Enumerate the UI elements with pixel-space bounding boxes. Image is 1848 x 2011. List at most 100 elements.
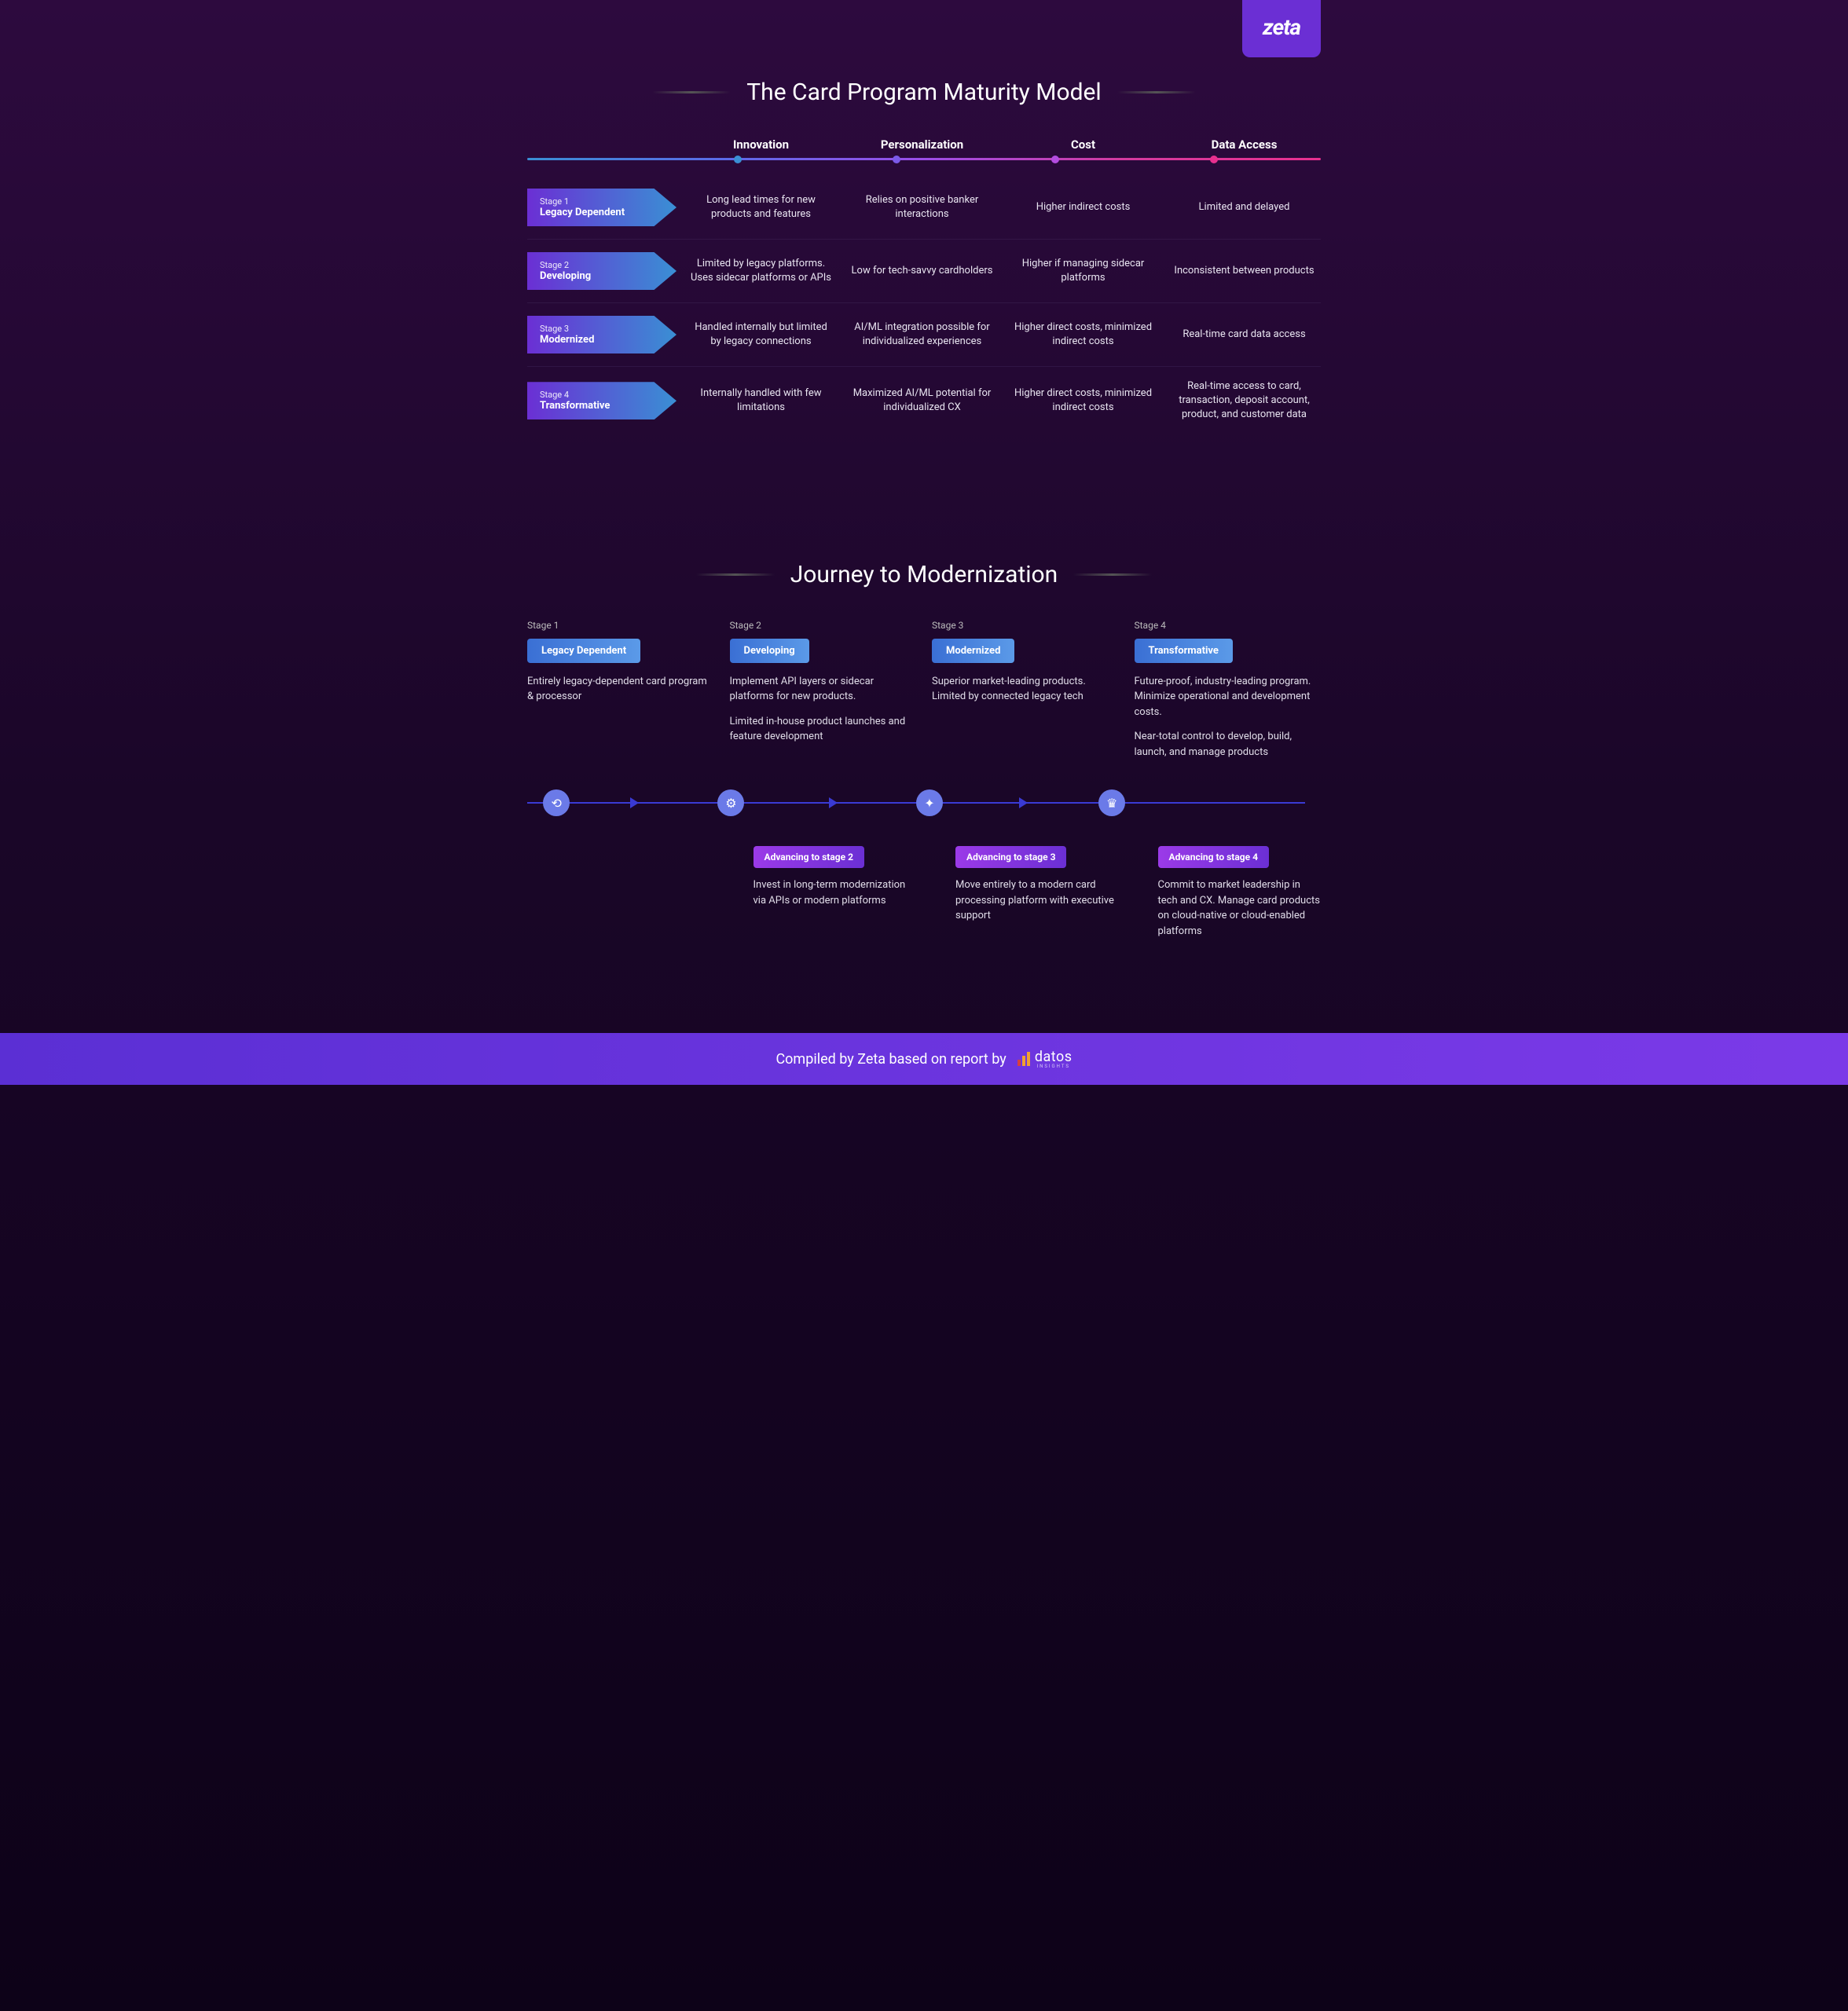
column-dot [1051,156,1059,163]
advancing-desc: Invest in long-term modernization via AP… [754,877,917,908]
journey-title-row: Journey to Modernization [527,482,1321,588]
stage-row: Stage 1Legacy Dependent Long lead times f… [527,176,1321,240]
footer: Compiled by Zeta based on report by dato… [0,1033,1848,1085]
table-cell: Maximized AI/ML potential for individual… [845,386,999,415]
timeline-stage-icon: ⟲ [543,789,570,816]
stage-num: Stage 1 [540,196,664,207]
journey-column: Stage 3 Modernized Superior market-leadi… [932,620,1119,770]
journey-pill: Transformative [1135,639,1233,663]
table-cell: Limited and delayed [1168,200,1321,214]
timeline-arrow-icon [829,797,838,808]
journey-title: Journey to Modernization [790,561,1058,588]
table-cell: Relies on positive banker interactions [845,193,999,222]
journey-column: Stage 2 Developing Implement API layers … [730,620,917,770]
stage-badge: Stage 1Legacy Dependent [527,189,676,226]
stage-num: Stage 2 [540,260,664,270]
advancing-desc: Commit to market leadership in tech and … [1158,877,1322,939]
journey-desc: Future-proof, industry-leading program. … [1135,674,1322,770]
attribution-logo: datos INSIGHTS [1018,1049,1072,1069]
journey-desc-para: Future-proof, industry-leading program. … [1135,674,1322,720]
advancing-column: Advancing to stage 3 Move entirely to a … [932,846,1119,939]
stage-title: Transformative [540,400,664,412]
table-cell: Limited by legacy platforms. Uses sideca… [684,257,838,285]
timeline-stage-icon: ✦ [916,789,943,816]
journey-pill: Legacy Dependent [527,639,640,663]
journey-stage-num: Stage 3 [932,620,1119,631]
maturity-table: Innovation Personalization Cost Data Acc… [527,137,1321,435]
table-cell: Low for tech-savvy cardholders [845,264,999,278]
maturity-title-row: The Card Program Maturity Model [527,0,1321,106]
table-cell: Long lead times for new products and fea… [684,193,838,222]
column-dot [734,156,742,163]
journey-columns: Stage 1 Legacy Dependent Entirely legacy… [527,620,1321,770]
stage-row: Stage 4Transformative Internally handled … [527,367,1321,435]
gradient-divider [527,158,1321,160]
journey-desc: Superior market-leading products. Limite… [932,674,1119,753]
journey-stage-num: Stage 4 [1135,620,1322,631]
table-cell: Higher indirect costs [1006,200,1160,214]
timeline-stage-icon: ♛ [1098,789,1125,816]
stage-badge: Stage 4Transformative [527,382,676,419]
column-dot [893,156,900,163]
advancing-row: Advancing to stage 2 Invest in long-term… [527,846,1321,939]
col-header-cost: Cost [1006,137,1160,152]
col-header-data-access: Data Access [1168,137,1321,152]
table-cell: Higher if managing sidecar platforms [1006,257,1160,285]
journey-desc-para: Entirely legacy-dependent card program &… [527,674,714,705]
table-cell: Higher direct costs, minimized indirect … [1006,321,1160,349]
maturity-title: The Card Program Maturity Model [746,79,1101,106]
journey-desc: Entirely legacy-dependent card program &… [527,674,714,753]
table-cell: Inconsistent between products [1168,264,1321,278]
journey-desc: Implement API layers or sidecar platform… [730,674,917,754]
footer-text: Compiled by Zeta based on report by [776,1051,1006,1068]
journey-column: Stage 4 Transformative Future-proof, ind… [1135,620,1322,770]
journey-section: Stage 1 Legacy Dependent Entirely legacy… [527,620,1321,1034]
table-cell: Handled internally but limited by legacy… [684,321,838,349]
advancing-column: Advancing to stage 2 Invest in long-term… [730,846,917,939]
stage-badge: Stage 3Modernized [527,316,676,353]
journey-column: Stage 1 Legacy Dependent Entirely legacy… [527,620,714,770]
table-cell: Higher direct costs, minimized indirect … [1006,386,1160,415]
stage-title: Legacy Dependent [540,207,664,218]
advancing-pill: Advancing to stage 4 [1158,846,1269,868]
datos-bars-icon [1018,1052,1030,1066]
advancing-pill: Advancing to stage 2 [754,846,864,868]
title-bar-left [696,573,775,576]
journey-pill: Modernized [932,639,1014,663]
advancing-pill: Advancing to stage 3 [955,846,1066,868]
stage-num: Stage 4 [540,390,664,400]
journey-desc-para: Implement API layers or sidecar platform… [730,674,917,705]
stage-row: Stage 3Modernized Handled internally but … [527,303,1321,367]
table-cell: Real-time access to card, transaction, d… [1168,379,1321,423]
timeline-arrow-icon [1019,797,1028,808]
brand-logo: zeta [1242,0,1321,57]
title-bar-left [652,91,731,93]
journey-desc-para: Near-total control to develop, build, la… [1135,729,1322,760]
journey-pill: Developing [730,639,809,663]
timeline-arrow-icon [630,797,639,808]
col-header-innovation: Innovation [684,137,838,152]
stage-title: Modernized [540,334,664,346]
journey-desc-para: Superior market-leading products. Limite… [932,674,1119,705]
table-cell: Internally handled with few limitations [684,386,838,415]
table-cell: AI/ML integration possible for individua… [845,321,999,349]
attribution-name: datos [1035,1049,1072,1065]
stage-row: Stage 2Developing Limited by legacy platf… [527,240,1321,303]
timeline-stage-icon: ⚙ [717,789,744,816]
journey-desc-para: Limited in-house product launches and fe… [730,714,917,745]
title-bar-right [1073,573,1152,576]
title-bar-right [1117,91,1196,93]
advancing-column: Advancing to stage 4 Commit to market le… [1135,846,1322,939]
stage-num: Stage 3 [540,324,664,334]
table-cell: Real-time card data access [1168,328,1321,342]
advancing-desc: Move entirely to a modern card processin… [955,877,1119,924]
journey-stage-num: Stage 2 [730,620,917,631]
stage-badge: Stage 2Developing [527,252,676,290]
column-headers: Innovation Personalization Cost Data Acc… [527,137,1321,152]
journey-timeline: ⟲ ⚙ ✦ ♛ [527,783,1321,822]
attribution-sub: INSIGHTS [1035,1064,1072,1069]
col-header-personalization: Personalization [845,137,999,152]
stage-title: Developing [540,270,664,282]
column-dot [1210,156,1218,163]
journey-stage-num: Stage 1 [527,620,714,631]
